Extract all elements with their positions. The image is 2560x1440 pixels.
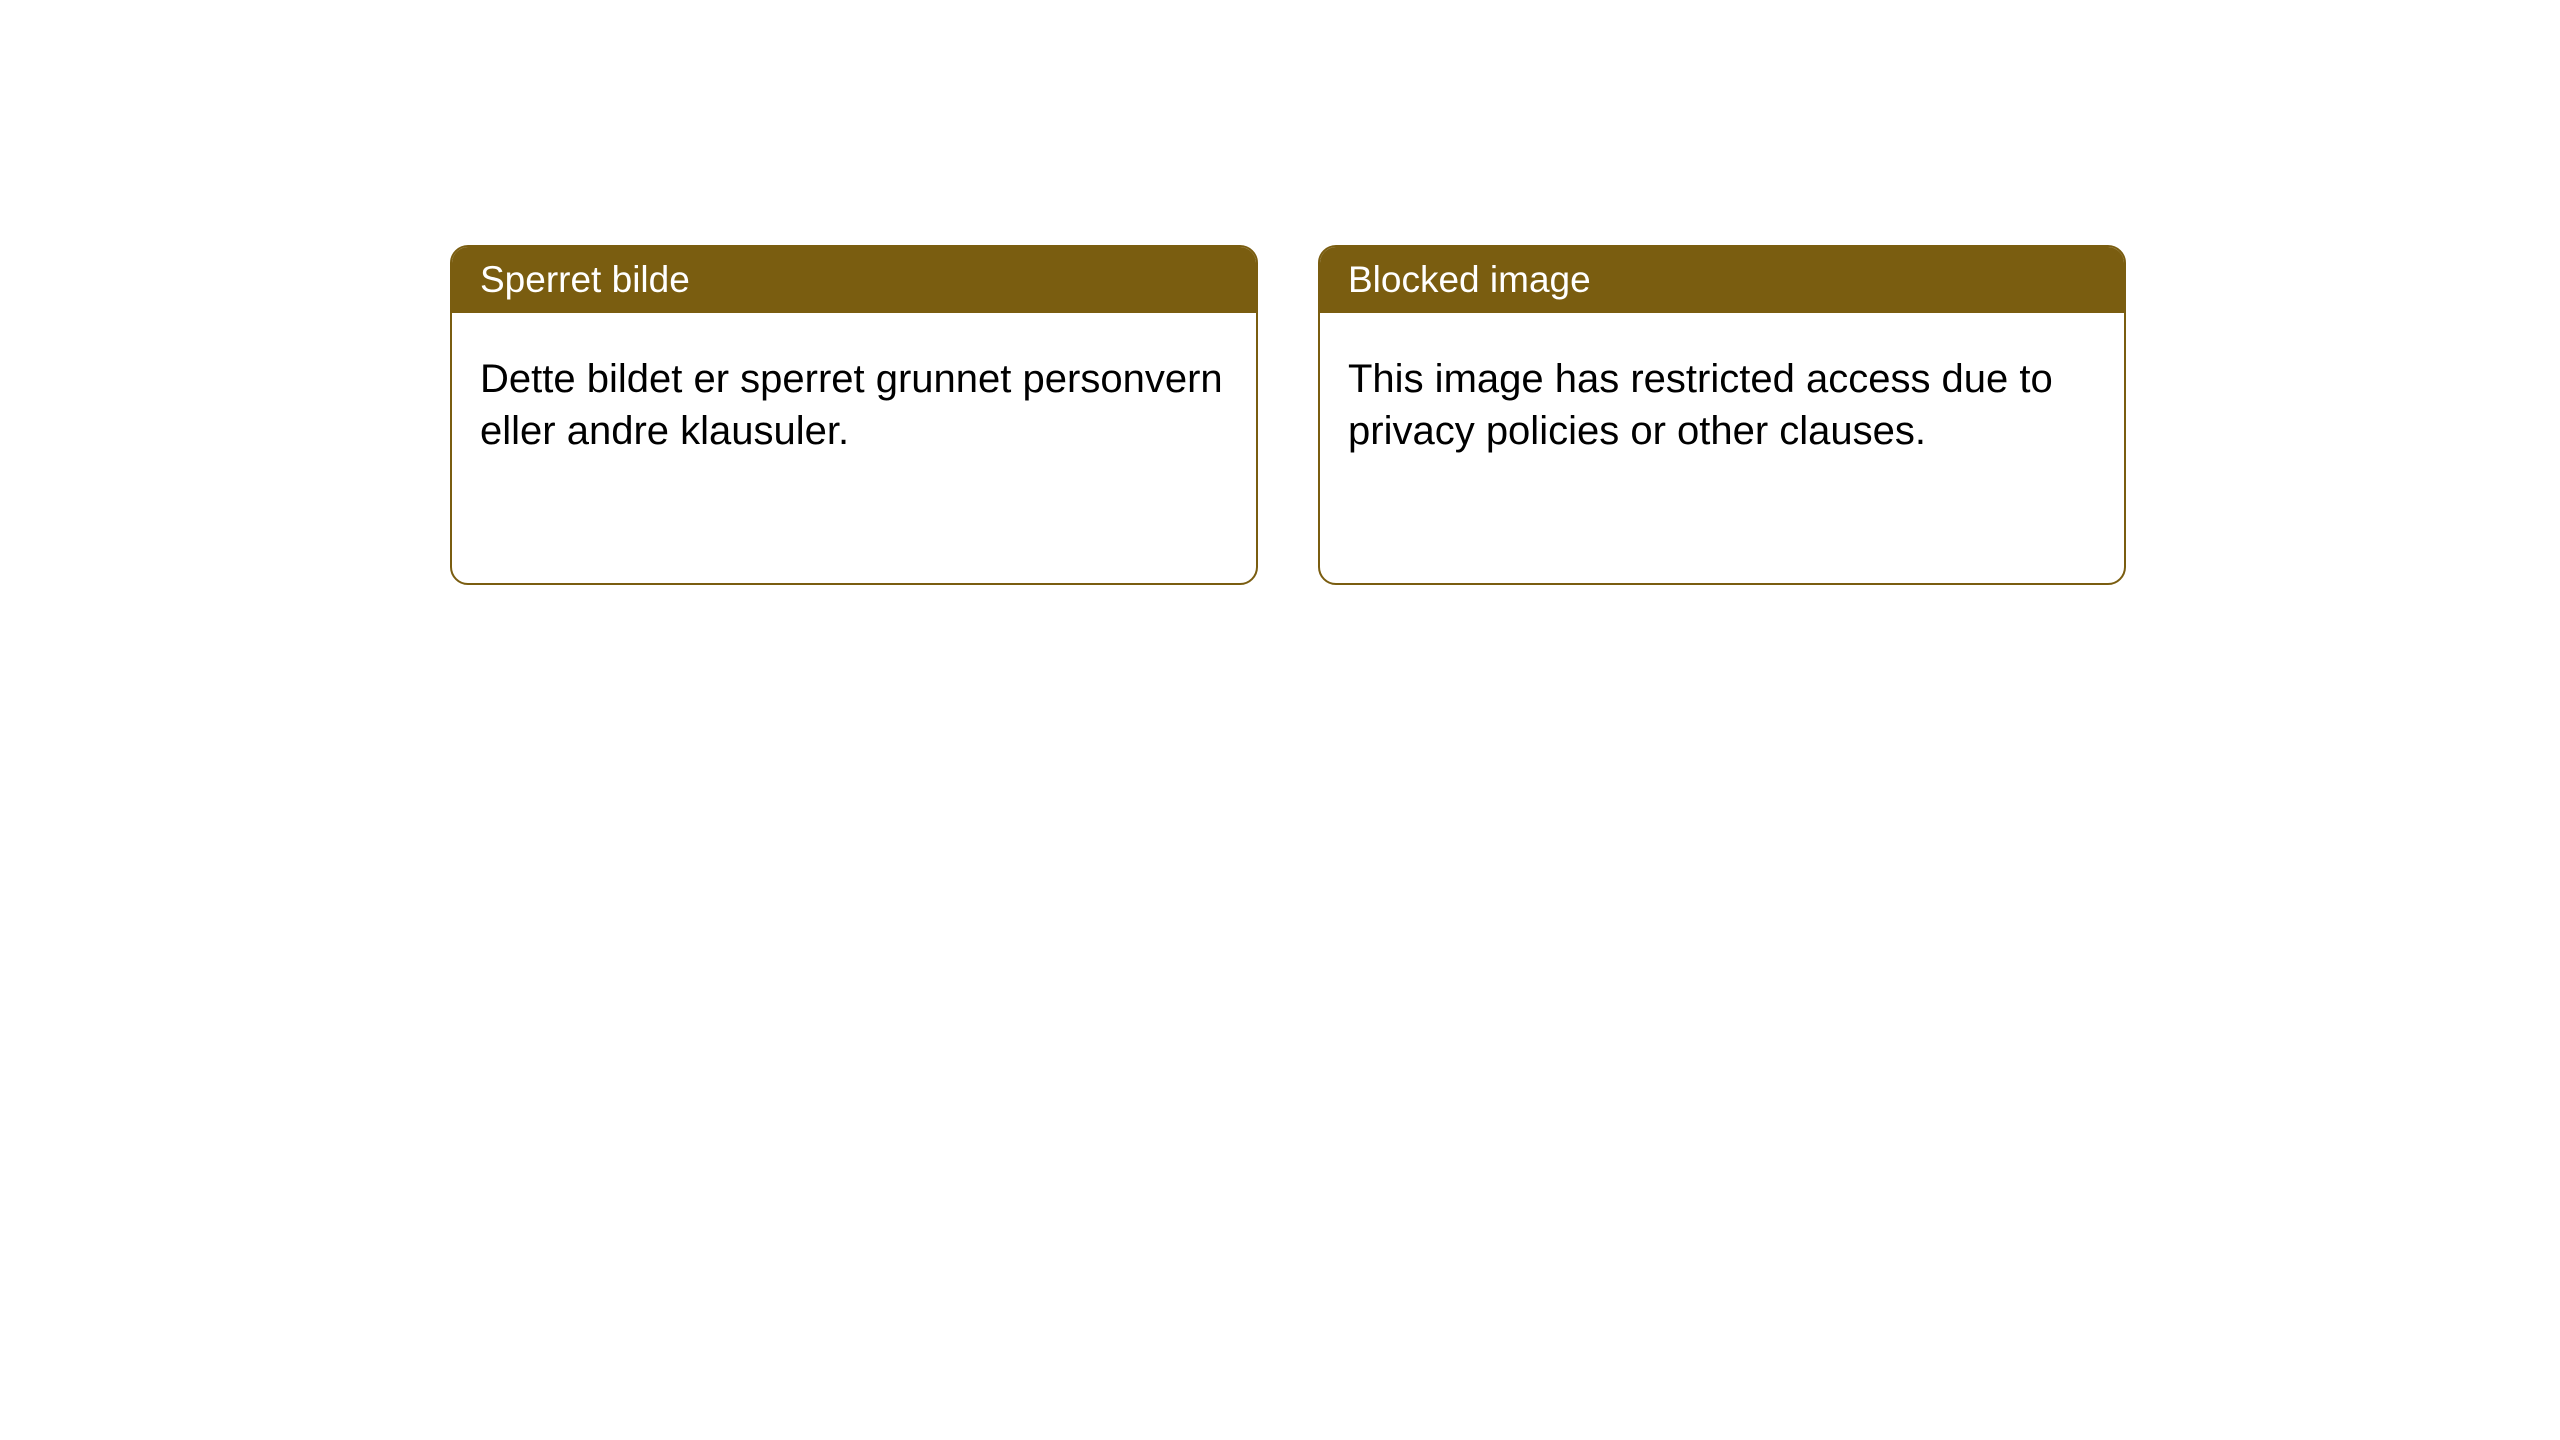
notice-header: Blocked image	[1320, 247, 2124, 313]
notice-card-english: Blocked image This image has restricted …	[1318, 245, 2126, 585]
notice-card-norwegian: Sperret bilde Dette bildet er sperret gr…	[450, 245, 1258, 585]
notice-container: Sperret bilde Dette bildet er sperret gr…	[0, 0, 2560, 585]
notice-text: Dette bildet er sperret grunnet personve…	[480, 357, 1223, 453]
notice-text: This image has restricted access due to …	[1348, 357, 2053, 453]
notice-body: Dette bildet er sperret grunnet personve…	[452, 313, 1256, 497]
notice-header: Sperret bilde	[452, 247, 1256, 313]
notice-title: Sperret bilde	[480, 259, 690, 300]
notice-body: This image has restricted access due to …	[1320, 313, 2124, 497]
notice-title: Blocked image	[1348, 259, 1591, 300]
